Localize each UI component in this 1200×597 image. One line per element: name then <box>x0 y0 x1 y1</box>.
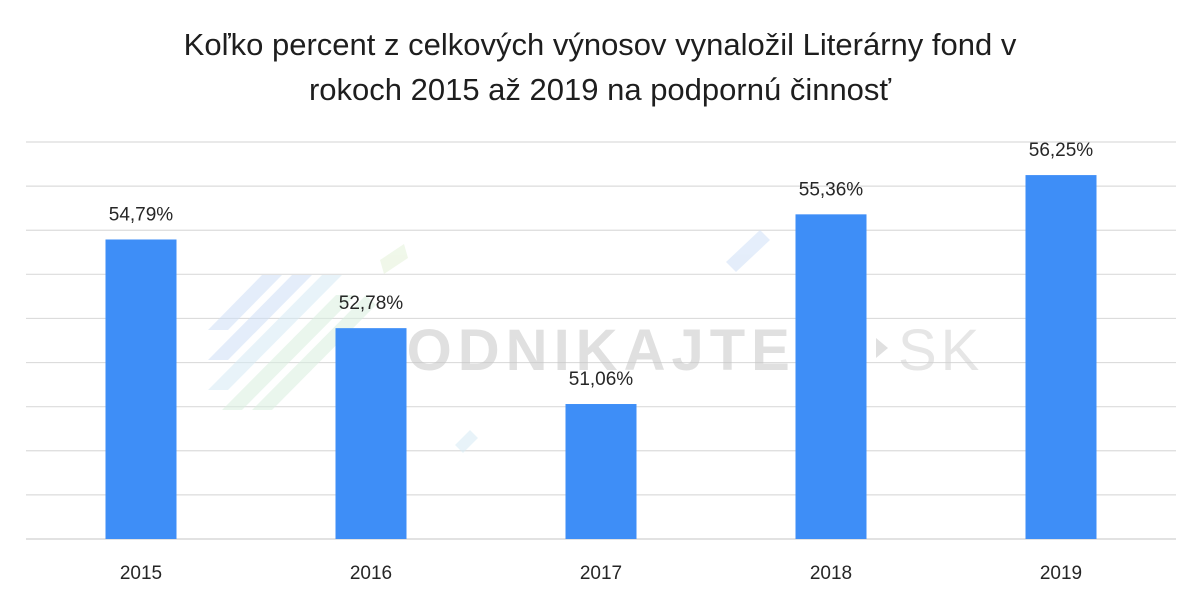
x-tick-label-2018: 2018 <box>810 563 852 584</box>
bar-2019 <box>1025 175 1097 540</box>
value-label-2018: 55,36% <box>799 179 864 200</box>
watermark-text-suffix: SK <box>898 318 983 383</box>
x-tick-label-2017: 2017 <box>580 563 622 584</box>
x-tick-label-2016: 2016 <box>350 563 392 584</box>
x-tick-label-2015: 2015 <box>120 563 162 584</box>
x-tick-label-2019: 2019 <box>1040 563 1082 584</box>
bar-2017 <box>565 404 637 539</box>
watermark-logo: PODNIKAJTE SK <box>208 230 983 453</box>
watermark-stripes-icon <box>208 230 770 453</box>
bar-2018 <box>795 214 867 539</box>
value-label-2017: 51,06% <box>569 369 634 390</box>
x-axis-tick-labels: 2015 2016 2017 2018 2019 <box>120 563 1082 584</box>
bar-2015 <box>105 239 177 540</box>
value-label-2015: 54,79% <box>109 204 174 225</box>
value-label-2019: 56,25% <box>1029 140 1094 161</box>
watermark-text-main: PODNIKAJTE <box>362 318 796 383</box>
chart-title-line-2: rokoch 2015 až 2019 na podpornú činnosť <box>308 72 892 107</box>
value-labels: 54,79% 52,78% 51,06% 55,36% 56,25% <box>109 140 1094 390</box>
bars <box>105 175 1097 540</box>
bar-2016 <box>335 328 407 539</box>
chart-title-line-1: Koľko percent z celkových výnosov vynalo… <box>183 27 1017 62</box>
chart-title: Koľko percent z celkových výnosov vynalo… <box>0 22 1200 112</box>
value-label-2016: 52,78% <box>339 293 404 314</box>
watermark-arrow-icon <box>876 338 888 358</box>
